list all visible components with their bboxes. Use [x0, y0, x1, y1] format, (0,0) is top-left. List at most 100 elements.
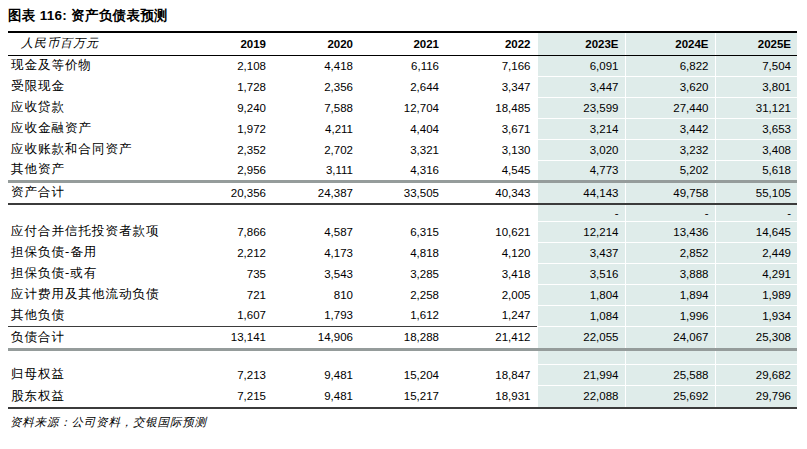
- cell-2023E: 23,599: [537, 97, 625, 118]
- cell-2025E: 3,408: [715, 139, 797, 160]
- cell-2023E: 4,773: [537, 160, 625, 181]
- cell-2021: 4,818: [359, 242, 445, 263]
- cell-2024E: 5,202: [625, 160, 715, 181]
- row-label: 应收贷款: [8, 97, 190, 118]
- cell-2024E: 25,692: [625, 385, 715, 408]
- table-row: 应收账款和合同资产2,3522,7023,3213,1303,0203,2323…: [8, 139, 797, 160]
- cell-2025E: 29,682: [715, 364, 797, 385]
- cell-2023E: 6,091: [537, 55, 625, 76]
- cell-2023E: 22,055: [537, 326, 625, 349]
- cell-2022: 7,166: [445, 55, 537, 76]
- cell-2021: 3,285: [359, 263, 445, 284]
- cell-2024E: 27,440: [625, 97, 715, 118]
- cell-2020: 2,356: [272, 76, 359, 97]
- table-row: 其他资产2,9563,1114,3164,5454,7735,2025,618: [8, 160, 797, 181]
- cell-2025E: 31,121: [715, 97, 797, 118]
- cell-2024E: 3,888: [625, 263, 715, 284]
- cell-2022: 40,343: [445, 181, 537, 204]
- cell-2025E: 1,934: [715, 305, 797, 326]
- cell-2020: 7,588: [272, 97, 359, 118]
- cell-2022: [445, 204, 537, 221]
- table-row: 应收金融资产1,9724,2114,4043,6713,2143,4423,65…: [8, 118, 797, 139]
- cell-2024E: 6,822: [625, 55, 715, 76]
- cell-2024E: 1,996: [625, 305, 715, 326]
- cell-2019: 2,956: [190, 160, 272, 181]
- cell-2021: 4,316: [359, 160, 445, 181]
- cell-2023E: 3,516: [537, 263, 625, 284]
- cell-2020: 810: [272, 284, 359, 305]
- cell-2025E: 29,796: [715, 385, 797, 408]
- cell-2020: 24,387: [272, 181, 359, 204]
- table-row: 应收贷款9,2407,58812,70418,48523,59927,44031…: [8, 97, 797, 118]
- cell-2024E: [625, 349, 715, 364]
- column-header-2025E: 2025E: [715, 32, 797, 55]
- cell-2025E: 3,653: [715, 118, 797, 139]
- cell-2022: 18,485: [445, 97, 537, 118]
- cell-2019: [190, 349, 272, 364]
- cell-2020: 9,481: [272, 385, 359, 408]
- table-row: 股东权益7,2159,48115,21718,93122,08825,69229…: [8, 385, 797, 408]
- cell-2025E: 5,618: [715, 160, 797, 181]
- cell-2020: [272, 349, 359, 364]
- cell-2019: 2,352: [190, 139, 272, 160]
- table-row: 应付合并信托投资者款项7,8664,5876,31510,62112,21413…: [8, 221, 797, 242]
- cell-2024E: 2,852: [625, 242, 715, 263]
- row-label: 其他负债: [8, 305, 190, 326]
- cell-2020: 4,173: [272, 242, 359, 263]
- cell-2024E: 25,588: [625, 364, 715, 385]
- cell-2023E: 22,088: [537, 385, 625, 408]
- row-label: 受限现金: [8, 76, 190, 97]
- cell-2025E: 4,291: [715, 263, 797, 284]
- cell-2019: 9,240: [190, 97, 272, 118]
- table-row: [8, 349, 797, 364]
- cell-2020: 14,906: [272, 326, 359, 349]
- figure: 图表 116: 资产负债表预测 人民币百万元201920202021202220…: [0, 0, 807, 430]
- cell-2019: 735: [190, 263, 272, 284]
- cell-2022: 10,621: [445, 221, 537, 242]
- cell-2021: [359, 349, 445, 364]
- cell-2024E: 24,067: [625, 326, 715, 349]
- cell-2023E: 12,214: [537, 221, 625, 242]
- cell-2019: 7,213: [190, 364, 272, 385]
- cell-2019: 7,866: [190, 221, 272, 242]
- table-row: 担保负债-或有7353,5433,2853,4183,5163,8884,291: [8, 263, 797, 284]
- row-label: 现金及等价物: [8, 55, 190, 76]
- cell-2025E: 1,989: [715, 284, 797, 305]
- cell-2023E: 44,143: [537, 181, 625, 204]
- cell-2020: 1,793: [272, 305, 359, 326]
- cell-2022: 1,247: [445, 305, 537, 326]
- cell-2021: 15,204: [359, 364, 445, 385]
- cell-2021: 33,505: [359, 181, 445, 204]
- header-row: 人民币百万元20192020202120222023E2024E2025E: [8, 32, 797, 55]
- row-label: 其他资产: [8, 160, 190, 181]
- cell-2019: 20,356: [190, 181, 272, 204]
- table-row: 现金及等价物2,1084,4186,1167,1666,0916,8227,50…: [8, 55, 797, 76]
- cell-2020: 9,481: [272, 364, 359, 385]
- row-label: 资产合计: [8, 181, 190, 204]
- cell-2019: 721: [190, 284, 272, 305]
- cell-2022: 18,847: [445, 364, 537, 385]
- cell-2019: 1,728: [190, 76, 272, 97]
- cell-2025E: 14,645: [715, 221, 797, 242]
- cell-2023E: 1,084: [537, 305, 625, 326]
- cell-2022: 3,418: [445, 263, 537, 284]
- table-row: ---: [8, 204, 797, 221]
- cell-2023E: 3,447: [537, 76, 625, 97]
- cell-2024E: -: [625, 204, 715, 221]
- cell-2023E: 3,214: [537, 118, 625, 139]
- cell-2024E: 3,442: [625, 118, 715, 139]
- balance-sheet-table: 人民币百万元20192020202120222023E2024E2025E 现金…: [8, 31, 797, 409]
- cell-2020: 3,543: [272, 263, 359, 284]
- table-row: 资产合计20,35624,38733,50540,34344,14349,758…: [8, 181, 797, 204]
- cell-2022: 3,130: [445, 139, 537, 160]
- source-note: 资料来源：公司资料，交银国际预测: [8, 409, 797, 430]
- cell-2020: 4,211: [272, 118, 359, 139]
- cell-2021: 1,612: [359, 305, 445, 326]
- cell-2022: 4,120: [445, 242, 537, 263]
- cell-2019: 1,972: [190, 118, 272, 139]
- table-row: 担保负债-备用2,2124,1734,8184,1203,4372,8522,4…: [8, 242, 797, 263]
- table-row: 应计费用及其他流动负债7218102,2582,0051,8041,8941,9…: [8, 284, 797, 305]
- cell-2019: [190, 204, 272, 221]
- cell-2021: 6,116: [359, 55, 445, 76]
- cell-2023E: 3,437: [537, 242, 625, 263]
